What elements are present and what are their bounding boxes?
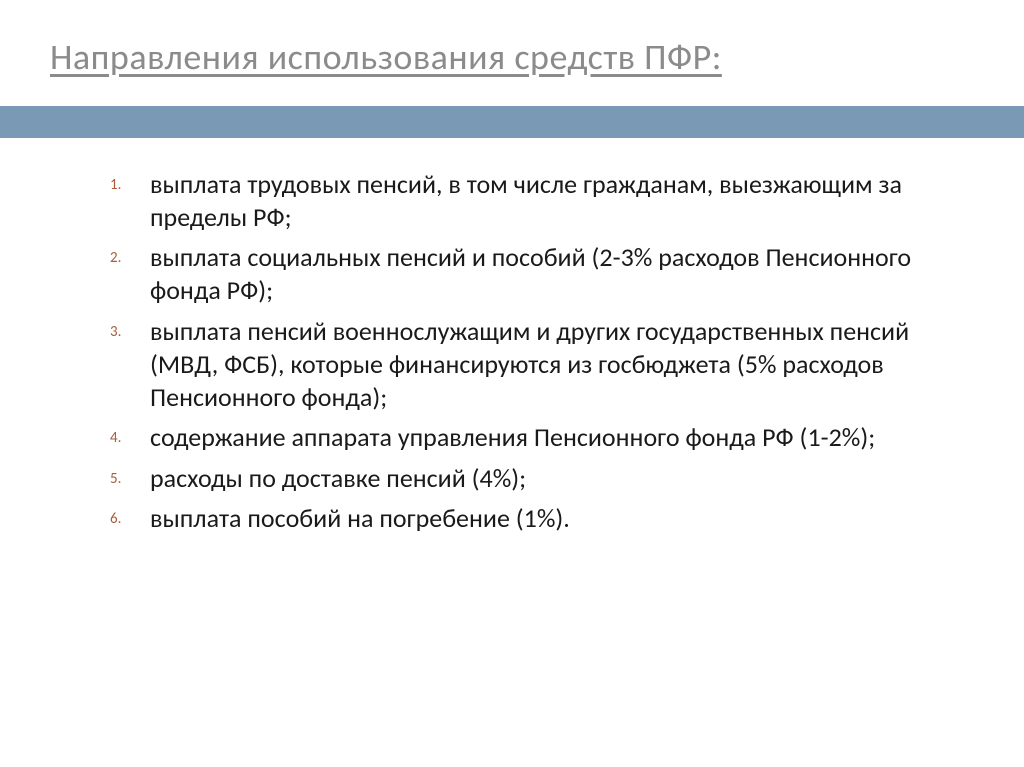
list-item: выплата пенсий военнослужащим и других г… [110, 315, 936, 415]
title-area: Направления использования средств ПФР: [50, 38, 974, 138]
slide: Направления использования средств ПФР: в… [0, 0, 1024, 767]
list-item: расходы по доставке пенсий (4%); [110, 462, 936, 495]
numbered-list: выплата трудовых пенсий, в том числе гра… [110, 168, 936, 536]
content-area: выплата трудовых пенсий, в том числе гра… [50, 138, 974, 536]
slide-title: Направления использования средств ПФР: [50, 38, 974, 78]
list-item: выплата трудовых пенсий, в том числе гра… [110, 168, 936, 235]
accent-bar [0, 106, 1024, 138]
list-item: выплата пособий на погребение (1%). [110, 502, 936, 535]
list-item: содержание аппарата управления Пенсионно… [110, 421, 936, 454]
list-item: выплата социальных пенсий и пособий (2-3… [110, 241, 936, 308]
